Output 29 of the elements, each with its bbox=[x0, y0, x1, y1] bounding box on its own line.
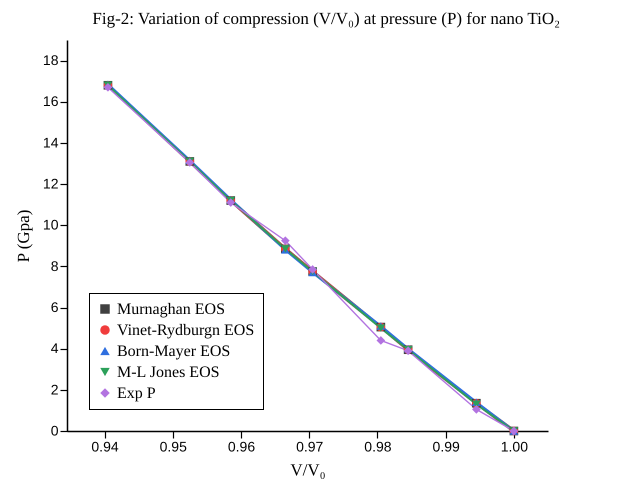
y-tick-label: 16 bbox=[42, 93, 59, 110]
x-axis-title: V/V₀ bbox=[290, 460, 326, 480]
x-tick-label: 0.95 bbox=[160, 438, 188, 454]
y-tick-label: 6 bbox=[50, 299, 59, 316]
point bbox=[280, 236, 290, 245]
legend-label: Exp P bbox=[117, 385, 156, 402]
point bbox=[104, 83, 112, 92]
legend-label: Murnaghan EOS bbox=[117, 301, 225, 318]
x-tick-label: 0.97 bbox=[296, 438, 324, 454]
y-tick-label: 8 bbox=[50, 258, 59, 274]
y-tick-label: 2 bbox=[50, 381, 59, 398]
y-tick-label: 0 bbox=[50, 422, 59, 438]
y-tick-label: 12 bbox=[42, 176, 59, 192]
chart-title: Fig-2: Variation of compression (V/V₀) at pressure (P) for nano TiO₂ bbox=[92, 9, 560, 28]
y-tick-label: 14 bbox=[42, 134, 59, 150]
x-tick-label: 0.99 bbox=[432, 438, 460, 454]
point bbox=[376, 336, 386, 345]
legend-label: Born-Mayer EOS bbox=[117, 343, 230, 360]
point bbox=[472, 405, 481, 414]
x-tick-label: 0.94 bbox=[91, 438, 119, 454]
legend-label: Vinet-Rydburgn EOS bbox=[117, 322, 254, 339]
x-tick-label: 0.98 bbox=[364, 438, 392, 454]
x-tick-label: 1.00 bbox=[500, 438, 528, 454]
x-tick-label: 0.96 bbox=[228, 438, 256, 454]
y-tick-label: 4 bbox=[50, 340, 59, 356]
y-tick-label: 18 bbox=[42, 52, 59, 68]
y-tick-label: 10 bbox=[42, 216, 59, 233]
y-axis-title: P (Gpa) bbox=[14, 210, 33, 262]
legend-label: M-L Jones EOS bbox=[117, 364, 220, 381]
